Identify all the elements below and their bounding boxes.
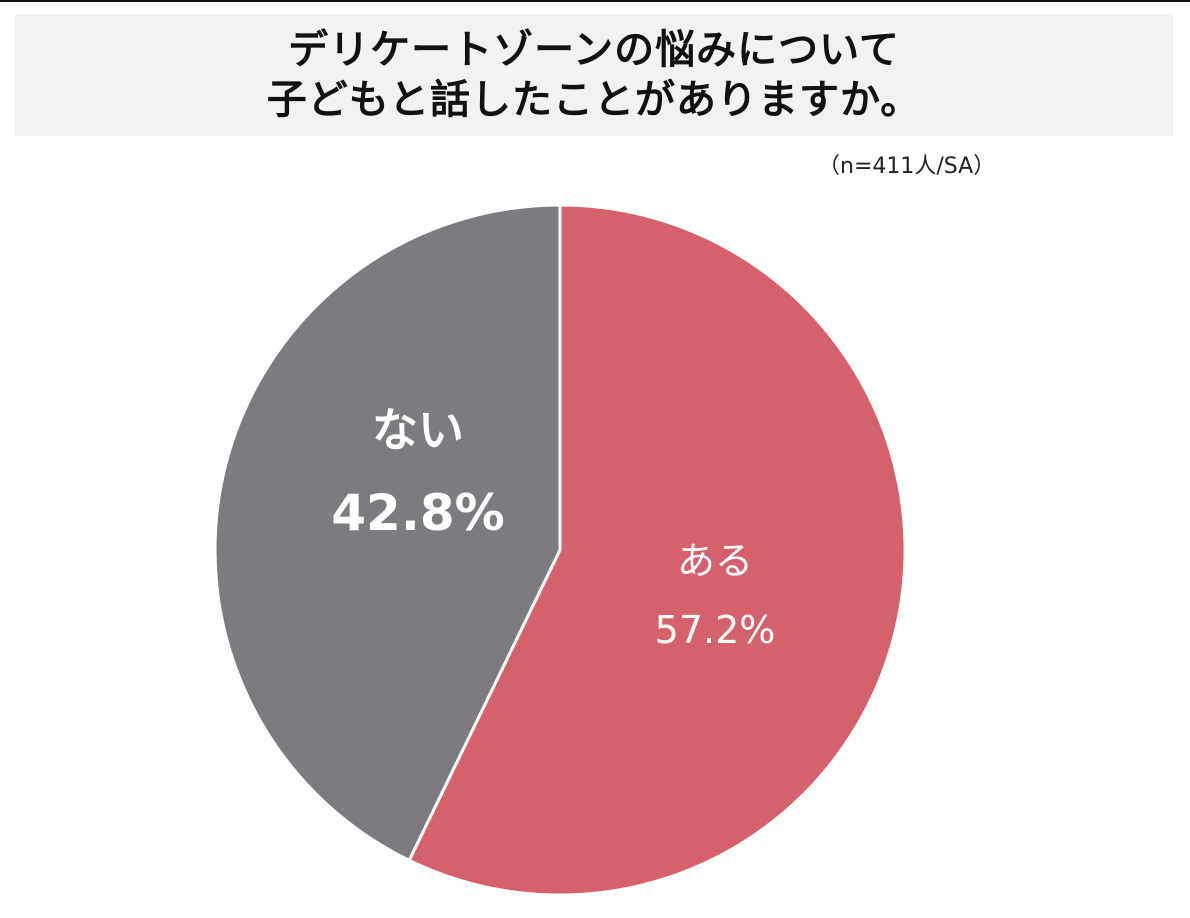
pie-slice-aru [407,203,907,897]
chart-title-line-2: 子どもと話したことがありますか。 [266,77,922,123]
sample-size-note: （n=411人/SA） [818,154,996,179]
slice-label-nai: ない [372,403,464,457]
pie-slice-nai [213,203,562,862]
slice-value-aru: 57.2% [654,608,776,652]
chart-title-box: デリケートゾーンの悩みについて 子どもと話したことがありますか。 [15,14,1173,136]
slice-label-aru: ある [676,539,754,583]
slice-value-nai: 42.8% [331,484,505,542]
chart-title-line-1: デリケートゾーンの悩みについて [288,27,900,73]
top-border-line [0,0,1190,2]
